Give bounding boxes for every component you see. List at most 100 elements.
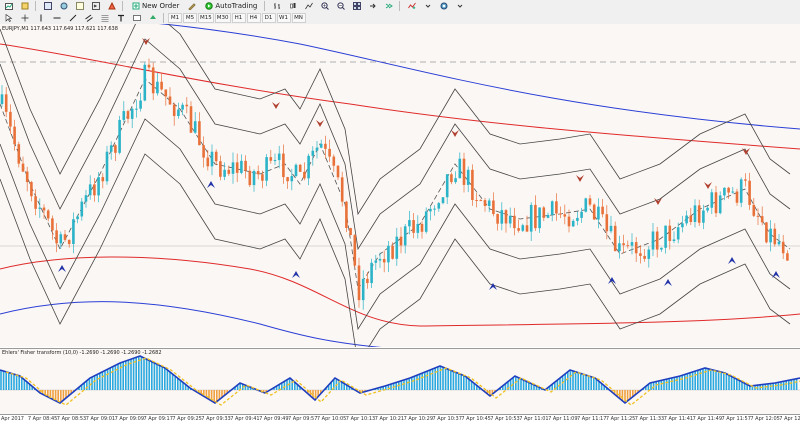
- candle-body: [72, 219, 75, 245]
- outer-upper-envelope: [0, 24, 791, 216]
- candle-body: [739, 179, 743, 203]
- candle-body: [46, 210, 50, 219]
- candle-body: [391, 245, 394, 259]
- candle-body: [630, 242, 634, 246]
- new-chart-icon[interactable]: [2, 0, 16, 12]
- time-label: 7 Apr 10:53: [490, 416, 520, 422]
- navigator-icon[interactable]: [73, 0, 87, 12]
- candle-body: [756, 215, 760, 217]
- time-label: 7 Apr 09:01: [85, 416, 116, 422]
- candlestick-icon[interactable]: [286, 0, 300, 12]
- toolbar-separator: [399, 1, 401, 11]
- arrows-icon[interactable]: [146, 12, 160, 24]
- candle-body: [294, 164, 298, 177]
- candle-body: [563, 214, 567, 217]
- fibonacci-icon[interactable]: [98, 12, 112, 24]
- candle-body: [269, 157, 273, 161]
- indicators-icon[interactable]: [405, 0, 419, 12]
- candle-body: [231, 162, 235, 174]
- candle-body: [286, 177, 289, 182]
- time-label: 7 Apr 09:09: [114, 416, 145, 422]
- metaeditor-icon[interactable]: [185, 0, 199, 12]
- timeframe-w1[interactable]: W1: [276, 13, 291, 23]
- channel-icon[interactable]: [82, 12, 96, 24]
- sell-arrow-icon: [316, 120, 324, 127]
- candle-body: [592, 204, 596, 220]
- zoom-out-icon[interactable]: [334, 0, 348, 12]
- candle-body: [458, 158, 462, 179]
- text-tool-icon[interactable]: [114, 12, 128, 24]
- candle-body: [210, 151, 214, 167]
- vertical-line-icon[interactable]: [34, 12, 48, 24]
- candle-body: [664, 225, 667, 248]
- timeframe-h1[interactable]: H1: [231, 13, 246, 23]
- candle-body: [483, 200, 487, 206]
- bar-chart-icon[interactable]: [270, 0, 284, 12]
- timeframe-m5[interactable]: M5: [183, 13, 197, 23]
- candle-body: [84, 195, 88, 202]
- candle-body: [139, 100, 142, 109]
- zoom-in-icon[interactable]: [318, 0, 332, 12]
- cursor-icon[interactable]: [2, 12, 16, 24]
- candle-body: [786, 253, 789, 261]
- candle-body: [412, 220, 415, 233]
- auto-scroll-icon[interactable]: [382, 0, 396, 12]
- time-label: 7 Apr 11:57: [721, 416, 751, 422]
- tile-windows-icon[interactable]: [350, 0, 364, 12]
- candle-body: [731, 191, 735, 193]
- candle-body: [361, 278, 365, 301]
- candle-body: [55, 230, 58, 244]
- timeframe-m15[interactable]: M15: [198, 13, 214, 23]
- horizontal-line-icon[interactable]: [50, 12, 64, 24]
- timeframe-d1[interactable]: D1: [261, 13, 276, 23]
- crosshair-icon[interactable]: [18, 12, 32, 24]
- candle-body: [206, 157, 210, 167]
- candle-body: [639, 253, 642, 256]
- autotrading-button[interactable]: AutoTrading: [201, 0, 261, 12]
- candle-body: [605, 214, 609, 232]
- new-order-label: New Order: [142, 2, 180, 10]
- candle-body: [382, 258, 386, 263]
- candle-body: [513, 215, 516, 229]
- candle-body: [769, 228, 772, 243]
- toolbar-separator: [264, 1, 266, 11]
- buy-arrow-icon: [292, 271, 300, 278]
- time-label: 7 Apr 10:45: [461, 416, 491, 422]
- main-chart-area[interactable]: [0, 24, 800, 347]
- candle-body: [395, 236, 399, 259]
- chart-shift-icon[interactable]: [366, 0, 380, 12]
- strategy-tester-icon[interactable]: [105, 0, 119, 12]
- candle-body: [676, 227, 680, 240]
- candle-body: [324, 143, 327, 149]
- line-chart-icon[interactable]: [302, 0, 316, 12]
- new-order-button[interactable]: New Order: [128, 0, 183, 12]
- candle-body: [4, 94, 8, 112]
- buy-arrow-icon: [772, 271, 780, 278]
- timeframe-m30[interactable]: M30: [214, 13, 231, 23]
- market-watch-icon[interactable]: [41, 0, 55, 12]
- trendline-icon[interactable]: [66, 12, 80, 24]
- candle-body: [357, 265, 361, 301]
- candle-body: [63, 234, 67, 240]
- candle-body: [735, 191, 739, 203]
- timeframe-m1[interactable]: M1: [168, 13, 182, 23]
- time-label: 7 Apr 08:45: [27, 416, 58, 422]
- timeframe-h4[interactable]: H4: [246, 13, 261, 23]
- chevron-down-icon[interactable]: [453, 0, 467, 12]
- data-window-icon[interactable]: [57, 0, 71, 12]
- terminal-icon[interactable]: [89, 0, 103, 12]
- candle-body: [601, 206, 604, 215]
- label-tool-icon[interactable]: [130, 12, 144, 24]
- chevron-down-icon[interactable]: [421, 0, 435, 12]
- candle-body: [202, 145, 205, 158]
- candle-body: [525, 225, 529, 232]
- timeframe-mn[interactable]: MN: [291, 13, 306, 23]
- templates-icon[interactable]: [437, 0, 451, 12]
- candle-body: [777, 241, 781, 245]
- candle-body: [727, 187, 730, 193]
- buy-arrow-icon: [207, 181, 215, 188]
- candle-body: [51, 218, 54, 231]
- candle-body: [370, 262, 373, 284]
- profiles-icon[interactable]: [18, 0, 32, 12]
- candle-body: [685, 215, 688, 224]
